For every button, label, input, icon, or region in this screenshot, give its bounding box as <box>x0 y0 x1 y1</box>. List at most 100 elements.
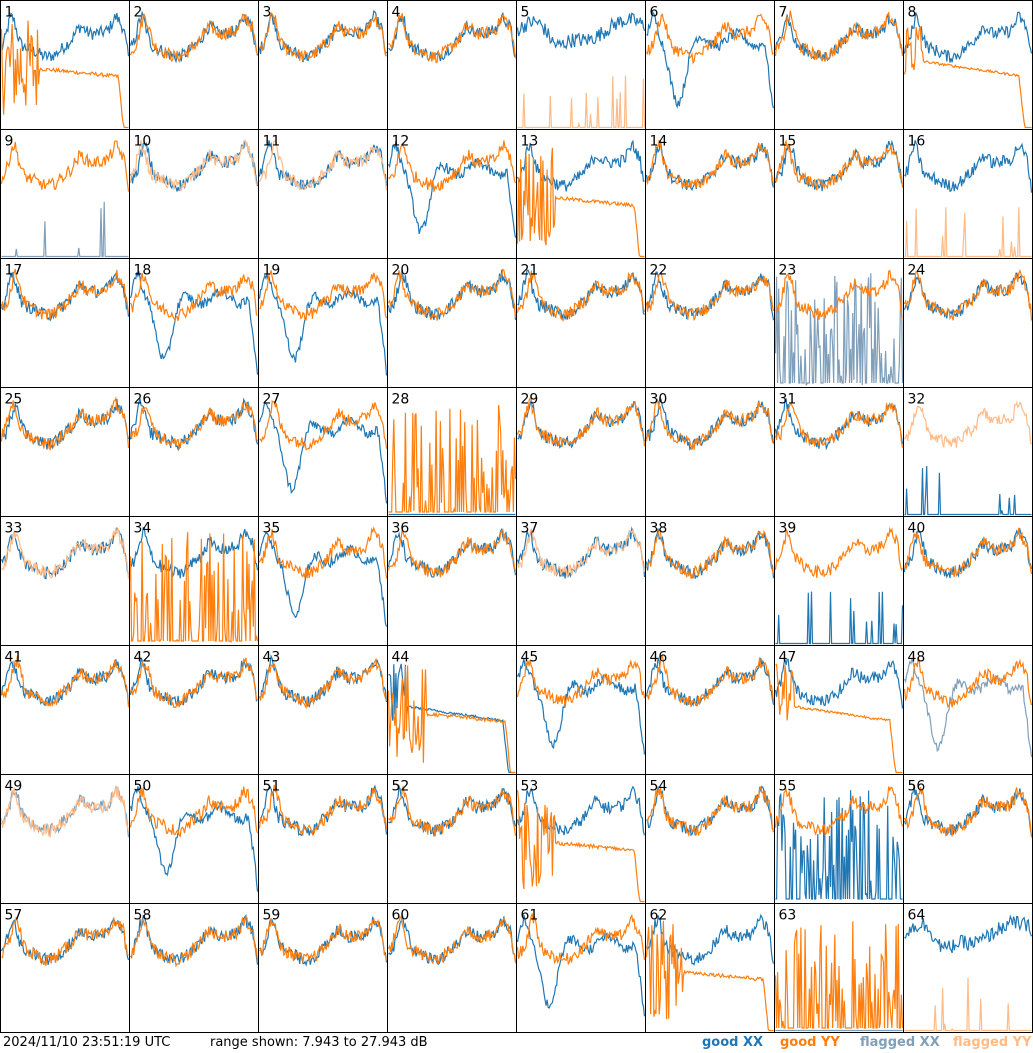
panel-label: 27 <box>263 392 281 408</box>
panel-label: 55 <box>779 779 797 795</box>
series-yy <box>774 786 904 837</box>
panel-frame <box>0 774 130 904</box>
antenna-panel-47: 47 <box>774 645 904 775</box>
antenna-panel-58: 58 <box>129 903 259 1033</box>
panel-label: 35 <box>263 521 281 537</box>
antenna-panel-6: 6 <box>645 0 775 130</box>
series-yy <box>903 268 1033 321</box>
series-xx <box>775 591 904 645</box>
panel-label: 7 <box>779 5 788 21</box>
antenna-panel-21: 21 <box>516 258 646 388</box>
series-xx <box>258 140 388 190</box>
panel-label: 3 <box>263 5 272 21</box>
antenna-panel-44: 44 <box>387 645 517 775</box>
antenna-panel-2: 2 <box>129 0 259 130</box>
antenna-panel-9: 9 <box>0 129 130 259</box>
panel-label: 20 <box>392 263 410 279</box>
panel-label: 32 <box>908 392 926 408</box>
panel-label: 6 <box>650 5 659 21</box>
antenna-panel-36: 36 <box>387 516 517 646</box>
series-xx <box>645 913 775 966</box>
antenna-panel-54: 54 <box>645 774 775 904</box>
panel-label: 11 <box>263 134 281 150</box>
antenna-panel-57: 57 <box>0 903 130 1033</box>
antenna-panel-45: 45 <box>516 645 646 775</box>
panel-label: 57 <box>5 908 23 924</box>
series-yy <box>0 655 130 708</box>
panel-label: 61 <box>521 908 539 924</box>
series-yy <box>517 75 646 129</box>
series-yy <box>904 977 1032 1032</box>
antenna-panel-62: 62 <box>645 903 775 1033</box>
panel-frame <box>0 387 130 517</box>
antenna-panel-20: 20 <box>387 258 517 388</box>
panel-label: 23 <box>779 263 797 279</box>
series-xx <box>904 914 1033 954</box>
series-xx <box>1 201 129 258</box>
series-xx <box>129 656 258 707</box>
series-yy <box>516 397 646 448</box>
series-yy <box>646 785 775 838</box>
panel-frame <box>387 258 517 388</box>
series-yy <box>388 404 517 514</box>
panel-label: 30 <box>650 392 668 408</box>
series-yy <box>129 532 259 643</box>
panel-label: 38 <box>650 521 668 537</box>
timestamp: 2024/11/10 23:51:19 UTC <box>3 1035 171 1050</box>
panel-label: 41 <box>5 650 23 666</box>
panel-frame <box>0 0 130 130</box>
antenna-panel-52: 52 <box>387 774 517 904</box>
series-yy <box>129 401 259 451</box>
panel-label: 2 <box>134 5 143 21</box>
antenna-panel-42: 42 <box>129 645 259 775</box>
panel-frame <box>516 645 646 775</box>
series-xx <box>258 531 388 627</box>
panel-frame <box>516 258 646 388</box>
legend-flagged-yy: flagged YY <box>953 1035 1032 1050</box>
panel-label: 12 <box>392 134 410 150</box>
antenna-panel-10: 10 <box>129 129 259 259</box>
series-yy <box>0 140 130 192</box>
panel-label: 59 <box>263 908 281 924</box>
series-yy <box>129 139 258 192</box>
series-xx <box>130 914 259 965</box>
series-yy <box>774 402 904 448</box>
series-xx <box>258 784 388 837</box>
panel-frame <box>258 516 388 646</box>
series-xx <box>903 657 1033 758</box>
series-xx <box>258 273 388 376</box>
panel-frame <box>387 129 517 259</box>
antenna-panel-38: 38 <box>645 516 775 646</box>
panel-frame <box>645 129 775 259</box>
series-yy <box>129 272 258 323</box>
antenna-panel-25: 25 <box>0 387 130 517</box>
series-yy <box>646 655 775 707</box>
panel-frame <box>774 129 904 259</box>
panel-frame <box>387 903 517 1033</box>
antenna-panel-4: 4 <box>387 0 517 130</box>
antenna-panel-53: 53 <box>516 774 646 904</box>
series-yy <box>0 785 130 838</box>
series-xx <box>646 785 774 837</box>
panel-label: 43 <box>263 650 281 666</box>
panel-frame <box>903 903 1033 1033</box>
series-yy <box>645 13 774 65</box>
series-xx <box>774 658 904 709</box>
panel-frame <box>129 258 259 388</box>
series-yy <box>387 528 517 578</box>
series-xx <box>516 139 645 192</box>
series-yy <box>129 786 259 838</box>
antenna-panel-23: 23 <box>774 258 904 388</box>
panel-label: 44 <box>392 650 410 666</box>
series-xx <box>903 11 1033 63</box>
antenna-panel-31: 31 <box>774 387 904 517</box>
antenna-panel-16: 16 <box>903 129 1033 259</box>
series-yy <box>0 396 130 451</box>
panel-frame <box>387 0 517 130</box>
series-yy <box>645 529 775 580</box>
series-xx <box>774 398 904 451</box>
footer: 2024/11/10 23:51:19 UTC range shown: 7.9… <box>0 1033 1033 1053</box>
panel-label: 24 <box>908 263 926 279</box>
series-xx <box>775 790 903 900</box>
